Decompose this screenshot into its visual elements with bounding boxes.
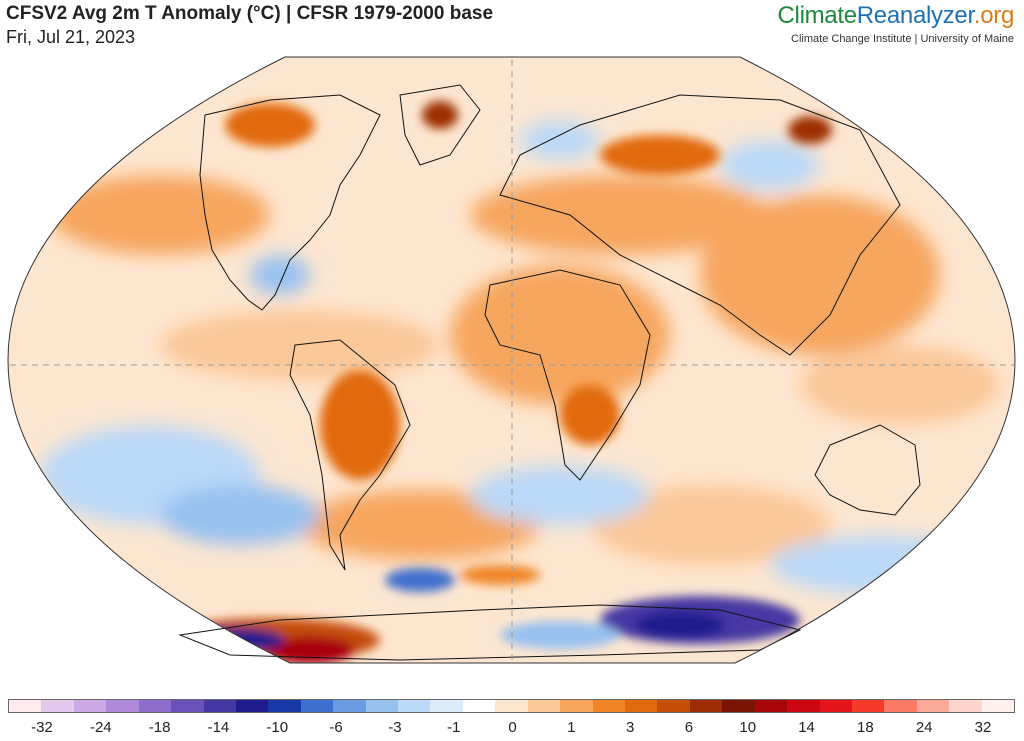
legend-tick-label: -32	[31, 719, 53, 736]
legend-tick-label: -24	[89, 719, 112, 736]
legend-tick-label: 32	[974, 719, 992, 736]
legend-tick-label: -14	[207, 719, 230, 736]
legend-tick-label: 0	[508, 719, 517, 736]
legend-swatch	[625, 700, 658, 712]
legend-swatch	[851, 700, 885, 712]
africa-outline	[484, 269, 651, 481]
legend-swatch	[722, 700, 755, 712]
legend-swatch	[495, 700, 528, 712]
antarctica-outline	[178, 604, 802, 661]
coastlines	[178, 84, 921, 661]
brand-part-climate: Climate	[777, 2, 858, 29]
legend-swatch	[949, 700, 982, 712]
map-title: CFSV2 Avg 2m T Anomaly (°C) | CFSR 1979-…	[6, 3, 494, 24]
greenland-outline	[399, 84, 481, 166]
legend-swatch	[398, 700, 431, 712]
legend-swatch	[527, 700, 561, 712]
graticule	[10, 60, 1014, 660]
legend-swatch	[430, 700, 463, 712]
legend-tick-label: 18	[857, 719, 874, 736]
legend-tick-label: 1	[567, 719, 576, 736]
globe-outline	[7, 56, 1016, 664]
legend-tick-label: 14	[798, 719, 815, 736]
brand-part-org: .org	[973, 2, 1014, 29]
europe-asia-outline	[499, 94, 901, 356]
legend-tick-label: -18	[148, 719, 171, 736]
south-america-outline	[289, 339, 411, 571]
legend-swatch	[916, 700, 950, 712]
legend-swatch	[333, 700, 366, 712]
legend-ticks: -32 -24 -18 -14 -10 -6 -3 -1 0 1 3 6 10 14 18 24 32	[0, 719, 1024, 739]
brand-logo[interactable]: ClimateReanalyzer.org	[778, 2, 1015, 30]
legend-swatch	[268, 700, 301, 712]
legend-swatch	[300, 700, 334, 712]
legend-swatch	[754, 700, 788, 712]
legend-swatch	[981, 700, 1015, 712]
legend-swatch	[365, 700, 399, 712]
brand-subtitle: Climate Change Institute | University of…	[791, 33, 1014, 45]
legend-swatch	[203, 700, 236, 712]
legend-tick-label: -10	[266, 719, 289, 736]
legend-tick-label: -3	[388, 719, 402, 736]
legend-tick-label: 10	[739, 719, 757, 736]
legend-swatch	[884, 700, 917, 712]
world-anomaly-map[interactable]	[0, 55, 1024, 695]
brand-part-reanalyzer: Reanalyzer	[856, 2, 974, 29]
north-america-outline	[199, 94, 381, 311]
legend-swatch	[819, 700, 852, 712]
australia-outline	[814, 424, 921, 516]
legend-tick-label: -1	[447, 719, 461, 736]
legend-tick-label: 6	[684, 719, 694, 736]
legend-swatch	[657, 700, 690, 712]
color-legend	[8, 699, 1015, 713]
legend-tick-label: 3	[625, 719, 635, 736]
legend-swatch	[73, 700, 107, 712]
legend-tick-label: 24	[915, 719, 933, 736]
map-date: Fri, Jul 21, 2023	[6, 27, 136, 47]
legend-swatch	[138, 700, 172, 712]
legend-swatch	[41, 700, 74, 712]
legend-swatch	[235, 700, 269, 712]
legend-swatch	[560, 700, 593, 712]
legend-tick-label: -6	[329, 719, 343, 736]
legend-swatch	[9, 700, 42, 712]
legend-swatch	[171, 700, 204, 712]
legend-swatch	[592, 700, 626, 712]
legend-swatch	[106, 700, 139, 712]
legend-swatch	[462, 700, 496, 712]
legend-swatch	[787, 700, 820, 712]
legend-swatch	[689, 700, 723, 712]
